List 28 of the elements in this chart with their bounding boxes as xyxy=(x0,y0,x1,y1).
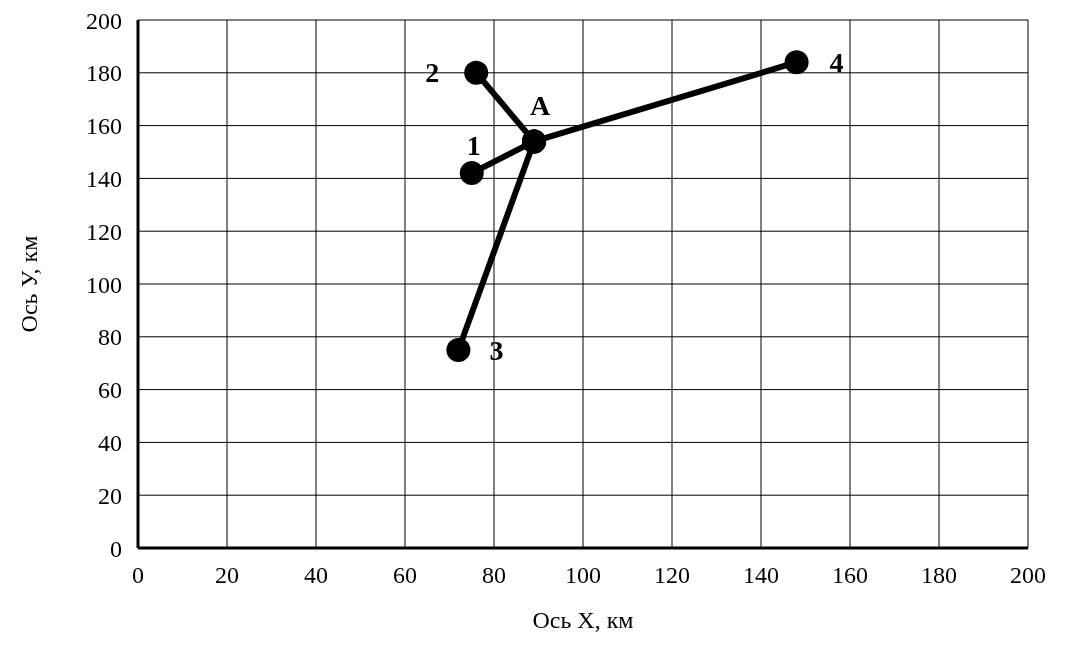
x-tick-label: 140 xyxy=(743,562,779,589)
y-tick-label: 200 xyxy=(86,7,122,34)
y-tick-label: 60 xyxy=(98,377,122,404)
y-tick-label: 20 xyxy=(98,482,122,509)
y-tick-label: 160 xyxy=(86,113,122,140)
x-tick-label: 180 xyxy=(921,562,957,589)
y-axis-title: Ось У, км xyxy=(15,235,42,333)
annotation: A xyxy=(529,89,551,121)
x-tick-label: 40 xyxy=(304,562,328,589)
x-axis-title: Ось X, км xyxy=(532,607,634,633)
annotation: 4 xyxy=(829,46,844,78)
y-tick-label: 120 xyxy=(86,218,122,245)
y-tick-label: 80 xyxy=(98,324,122,351)
annotation: 1 xyxy=(466,129,481,161)
x-tick-label: 60 xyxy=(393,562,417,589)
x-tick-label: 80 xyxy=(482,562,506,589)
y-tick-label: 140 xyxy=(86,165,122,192)
x-tick-label: 160 xyxy=(832,562,868,589)
y-tick-label: 180 xyxy=(86,60,122,87)
x-tick-label: 120 xyxy=(654,562,690,589)
x-tick-label: 200 xyxy=(1010,562,1046,589)
y-tick-label: 0 xyxy=(110,535,122,562)
y-tick-label: 40 xyxy=(98,429,122,456)
x-tick-label: 20 xyxy=(215,562,239,589)
y-tick-label: 100 xyxy=(86,271,122,298)
x-tick-label: 0 xyxy=(132,562,144,589)
x-tick-label: 100 xyxy=(565,562,601,589)
annotation: 3 xyxy=(489,334,504,366)
